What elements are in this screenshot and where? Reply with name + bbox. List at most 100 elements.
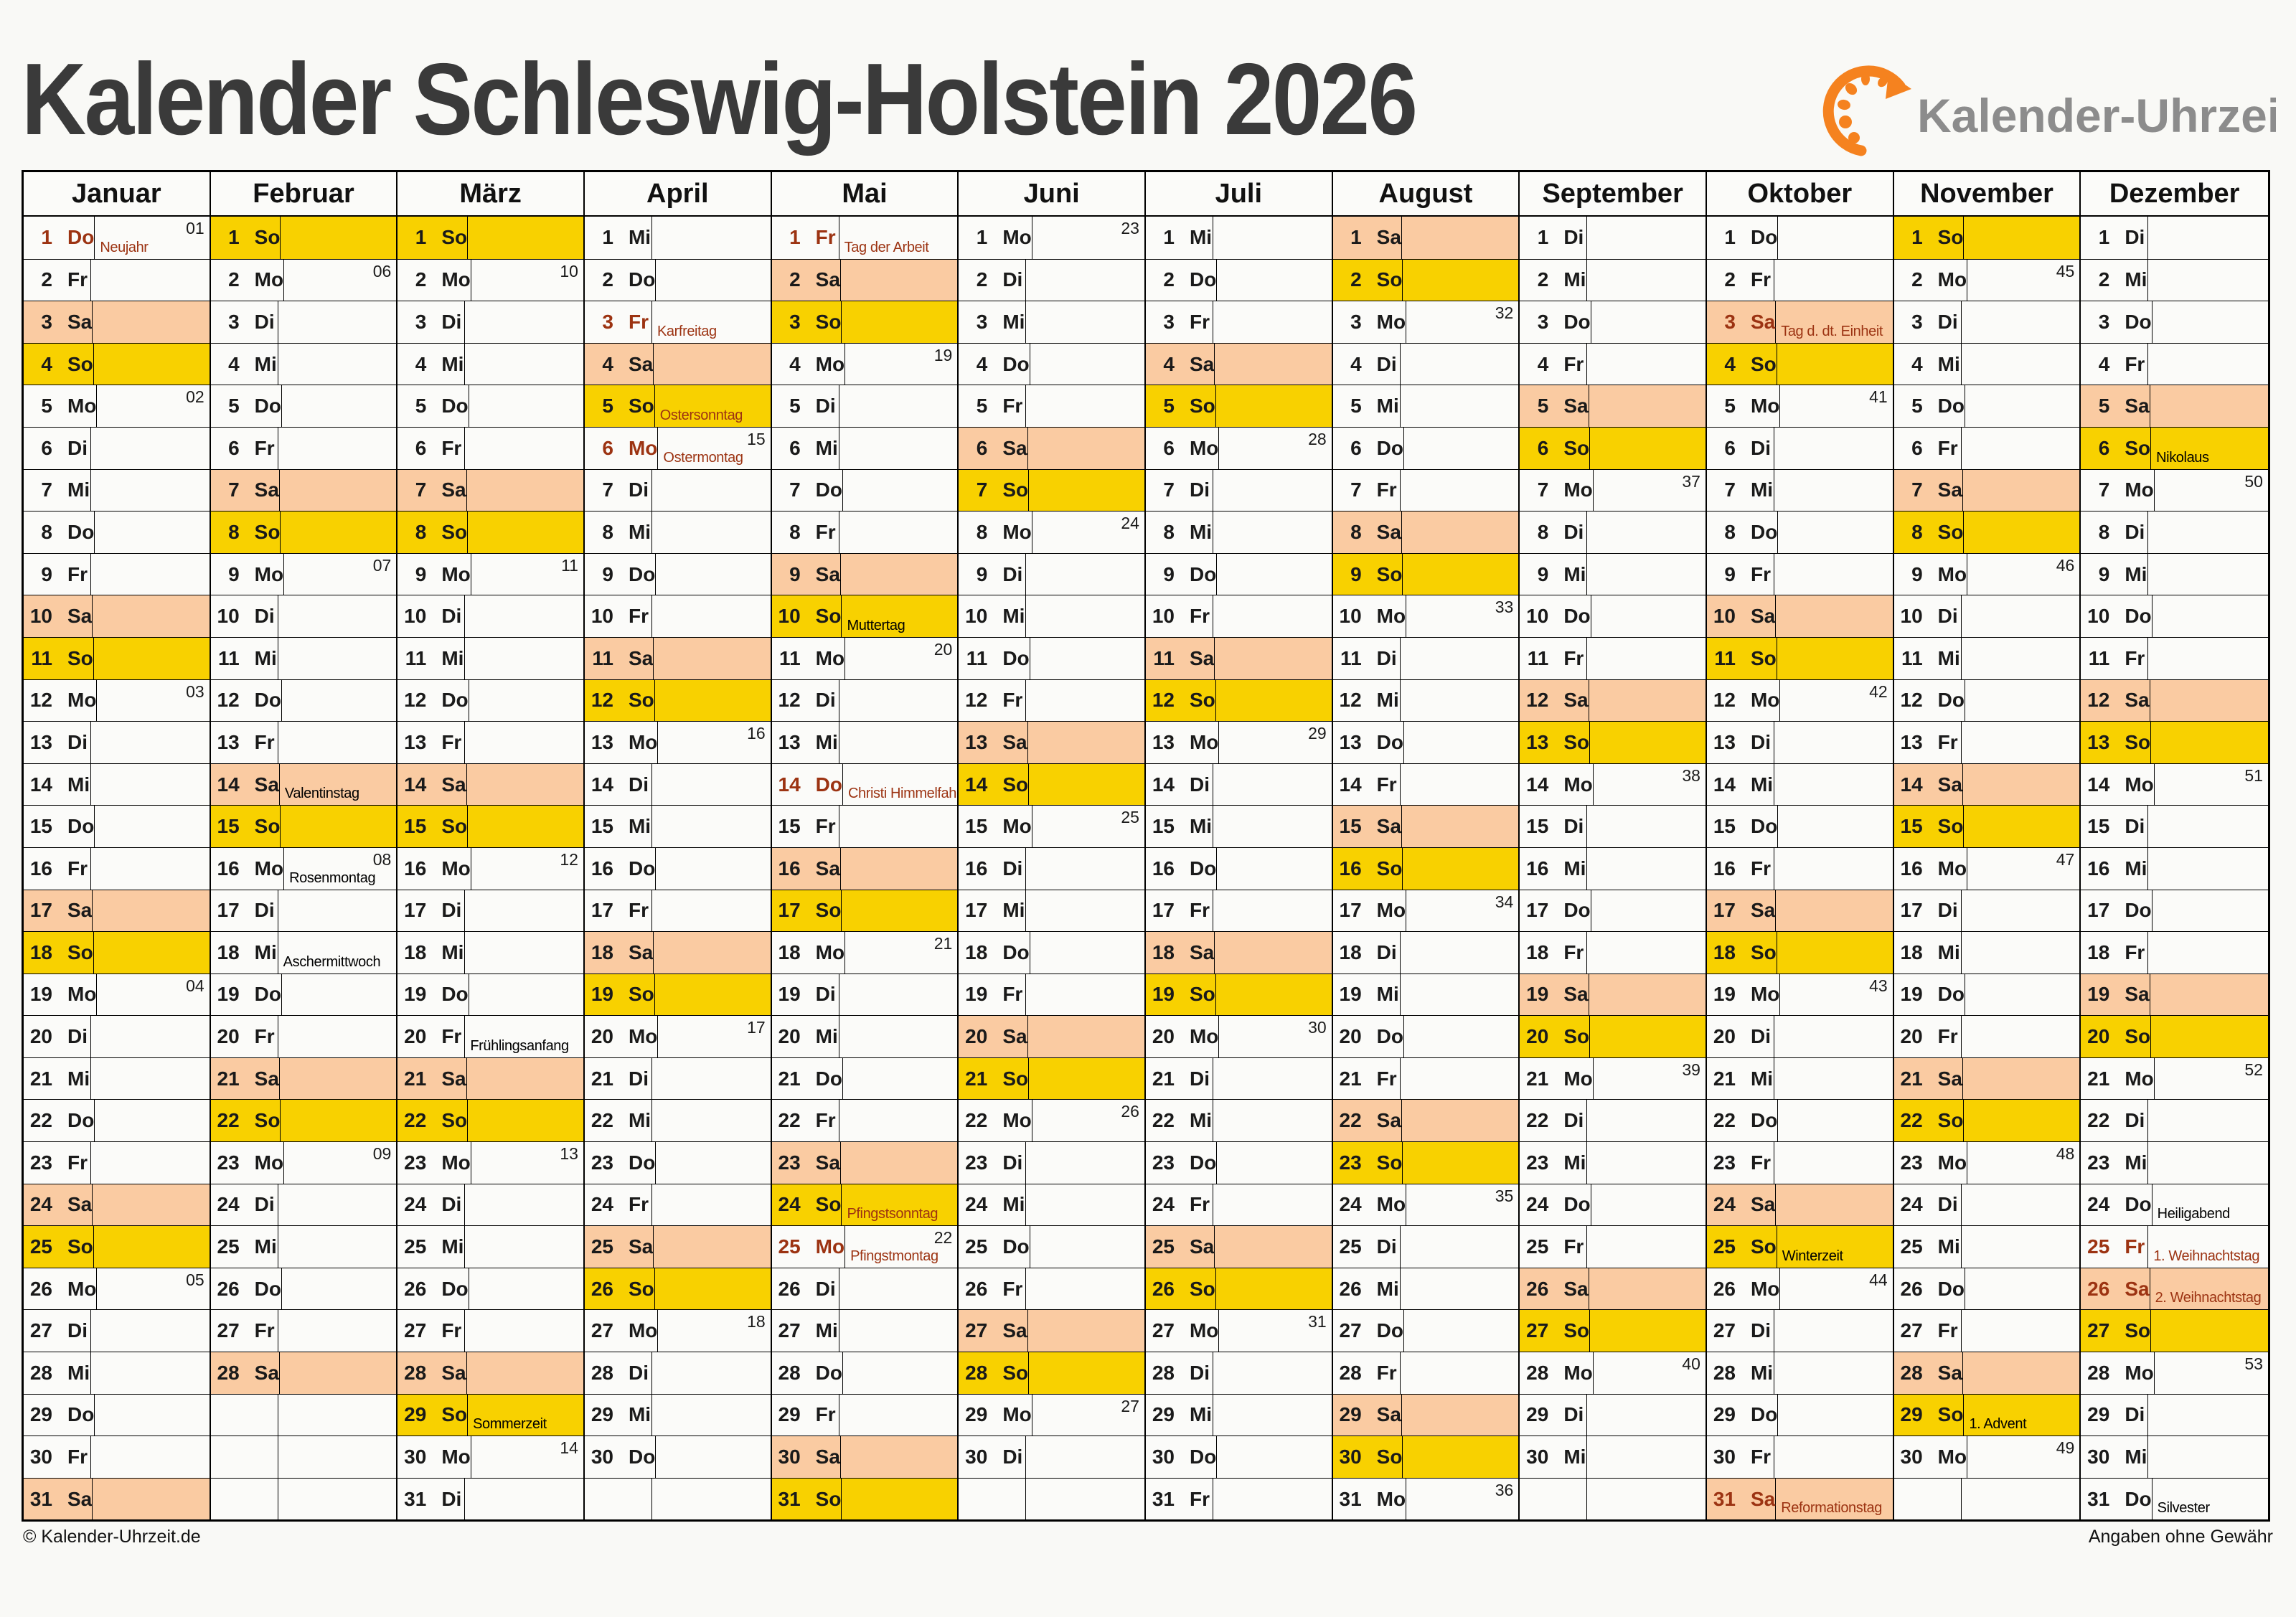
month-header: Januar: [24, 172, 210, 217]
day-row: 19 Do: [1893, 973, 2080, 1016]
day-row: 1 Mi: [1145, 217, 1332, 259]
weekday-abbr: Do: [1750, 520, 1778, 543]
weekday-abbr: Do: [1376, 1025, 1403, 1048]
day-cell: 12 Mo: [24, 679, 98, 722]
weekday-abbr: Mo: [1189, 1319, 1219, 1342]
day-row: 14 Sa: [397, 763, 583, 806]
week-number: 22: [933, 1228, 953, 1248]
note-cell: [2148, 217, 2268, 259]
day-number: 12: [1713, 689, 1736, 712]
day-number: 19: [217, 983, 240, 1006]
note-cell: Christi Himmelfahrt: [843, 764, 957, 806]
note-cell: [1403, 260, 1518, 301]
day-number: 22: [778, 1109, 801, 1132]
day-number: 9: [602, 562, 613, 585]
day-row: 5 Do: [210, 385, 397, 427]
note-cell: [94, 638, 210, 679]
day-cell: 25 So: [24, 1226, 94, 1268]
day-cell: 2 Do: [585, 259, 657, 301]
weekday-abbr: So: [441, 815, 468, 838]
day-cell: 24 Sa: [24, 1184, 93, 1226]
note-cell: [280, 470, 396, 512]
day-cell: 23 Do: [585, 1142, 657, 1184]
day-row: 22 Mo 26: [959, 1099, 1144, 1142]
day-number: 15: [1152, 815, 1175, 838]
weekday-abbr: So: [441, 1109, 468, 1132]
weekday-abbr: Do: [1563, 310, 1591, 333]
day-number: 21: [217, 1067, 240, 1090]
day-row: 19 So: [584, 973, 771, 1016]
note-cell: 20: [845, 638, 957, 679]
note-cell: [841, 1142, 957, 1184]
day-number: 1: [1163, 226, 1175, 249]
day-cell: 17 Di: [1894, 890, 1962, 932]
day-number: 5: [2098, 395, 2110, 418]
day-cell: 17 Mi: [959, 890, 1027, 932]
note-cell: [1962, 932, 2080, 974]
note-cell: [1778, 217, 1892, 259]
note-cell: [94, 344, 210, 385]
day-number: 24: [217, 1193, 240, 1216]
day-number: 6: [602, 436, 613, 459]
day-cell: 18 Fr: [2081, 932, 2149, 974]
day-row: 13 Mo 16: [584, 721, 771, 763]
month-column-oktober: Oktober 1 Do 2 Fr 3 Sa Tag d. dt. Einheit 4 So 5 Mo…: [1706, 172, 1894, 1520]
note-cell: [1774, 554, 1893, 595]
day-number: 12: [1900, 689, 1923, 712]
week-number: 40: [1682, 1354, 1700, 1374]
day-cell: 19 Sa: [1520, 974, 1589, 1016]
day-number: 23: [1713, 1151, 1736, 1174]
day-number: 23: [404, 1151, 427, 1174]
day-cell: 8 Mi: [1146, 512, 1213, 553]
weekday-abbr: Do: [628, 268, 656, 291]
site-logo[interactable]: Kalender-Uhrzeit.de: [1817, 52, 2296, 159]
day-row: 26 Do: [397, 1267, 583, 1310]
day-number: 8: [1537, 520, 1549, 543]
day-row: 23 Do: [584, 1141, 771, 1184]
day-number: 18: [1900, 940, 1923, 963]
day-number: 30: [591, 1446, 613, 1468]
day-cell: 9 Mo: [1894, 553, 1968, 595]
weekday-abbr: Sa: [1937, 478, 1962, 501]
day-note: Winterzeit: [1782, 1248, 1843, 1264]
note-cell: [839, 974, 958, 1016]
day-number: 25: [404, 1235, 427, 1258]
note-cell: [1213, 301, 1332, 343]
weekday-abbr: Do: [1563, 1193, 1591, 1216]
month-column-januar: Januar 1 Do 01 Neujahr 2 Fr 3 Sa 4 So 5 Mo 02 6 Di 7 Mi 8 D…: [24, 172, 211, 1520]
day-number: 3: [789, 310, 801, 333]
day-number: 16: [2087, 857, 2110, 880]
day-row: 27 Fr: [397, 1309, 583, 1352]
day-number: 6: [1537, 436, 1549, 459]
weekday-abbr: Sa: [1002, 436, 1027, 459]
weekday-abbr: So: [1376, 1151, 1403, 1174]
day-cell: 13 Mi: [772, 722, 839, 763]
day-number: 16: [1713, 857, 1736, 880]
day-row: 2 Di: [959, 258, 1144, 301]
day-cell: 25 Fr: [2081, 1226, 2149, 1268]
weekday-abbr: Mo: [441, 1446, 471, 1468]
day-number: 30: [1713, 1446, 1736, 1468]
day-number: 16: [1339, 857, 1362, 880]
day-number: 20: [965, 1025, 988, 1048]
day-cell: 16 Fr: [1707, 847, 1774, 890]
day-number: 19: [29, 983, 52, 1006]
note-cell: [1962, 1184, 2080, 1226]
day-cell: 8 Di: [1520, 512, 1588, 553]
note-cell: [93, 595, 209, 637]
day-cell: 26 Fr: [959, 1268, 1027, 1310]
weekday-abbr: Sa: [1376, 226, 1401, 249]
day-cell: 3 Mo: [1333, 301, 1407, 343]
weekday-abbr: Mi: [254, 940, 277, 963]
day-cell: 28 Do: [772, 1352, 843, 1394]
day-cell: 16 So: [1333, 847, 1403, 890]
holiday-label: Neujahr: [100, 239, 149, 255]
day-row: 1 Do 01 Neujahr: [24, 217, 210, 259]
weekday-abbr: Sa: [2125, 1277, 2150, 1300]
day-row: 10 Sa: [1706, 595, 1893, 637]
weekday-abbr: Mo: [1376, 1487, 1406, 1510]
note-cell: [1401, 470, 1519, 512]
note-cell: Muttertag: [842, 595, 957, 637]
day-row: 11 Mi: [1893, 636, 2080, 679]
day-note: Rosenmontag: [289, 869, 376, 886]
